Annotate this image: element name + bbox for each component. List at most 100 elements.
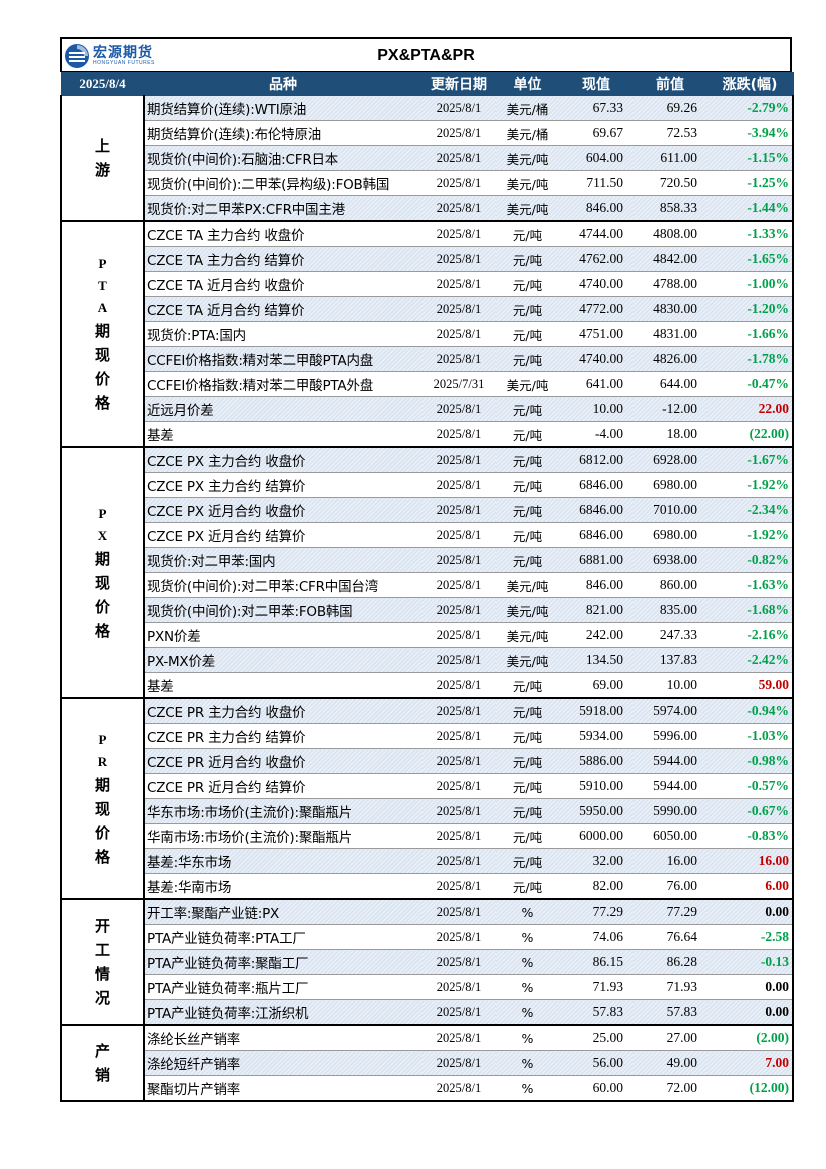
table-row: CZCE PX 近月合约 收盘价 2025/8/1 元/吨 6846.00 7010.0… (61, 497, 794, 523)
row-date: 2025/8/1 (422, 221, 496, 247)
table-row: CZCE PX 主力合约 结算价 2025/8/1 元/吨 6846.00 6980.0… (61, 472, 794, 498)
row-unit: % (496, 974, 559, 1000)
row-previous-value: 644.00 (633, 371, 707, 397)
row-name: CZCE PX 主力合约 收盘价 (144, 447, 422, 473)
row-name: CZCE PX 近月合约 结算价 (144, 522, 422, 548)
row-change: -0.57% (707, 773, 794, 799)
row-date: 2025/8/1 (422, 773, 496, 799)
row-unit: 美元/吨 (496, 622, 559, 648)
section-label-char: X (97, 527, 108, 543)
row-name: 基差 (144, 421, 422, 448)
row-change: -2.16% (707, 622, 794, 648)
table-row: 基差 2025/8/1 元/吨 69.00 10.00 59.00 (61, 672, 794, 699)
table-row: 现货价:PTA:国内 2025/8/1 元/吨 4751.00 4831.00 -1.66… (61, 321, 794, 347)
row-current-value: -4.00 (559, 421, 633, 448)
row-unit: 元/吨 (496, 271, 559, 297)
header-change: 涨跌(幅) (706, 72, 794, 96)
row-name: 开工率:聚酯产业链:PX (144, 899, 422, 925)
row-change: (12.00) (707, 1075, 794, 1102)
row-name: 近远月价差 (144, 396, 422, 422)
row-previous-value: 57.83 (633, 999, 707, 1026)
row-unit: 元/吨 (496, 798, 559, 824)
row-change: (2.00) (707, 1025, 794, 1051)
row-current-value: 57.83 (559, 999, 633, 1026)
row-previous-value: 5944.00 (633, 773, 707, 799)
table-row: P T A 期现价格 CZCE TA 主力合约 收盘价 2025/8/1 元/吨 4744.0… (60, 220, 794, 448)
row-name: CZCE PX 近月合约 收盘价 (144, 497, 422, 523)
section-label-char: 格 (94, 394, 110, 412)
table-row: CZCE PR 近月合约 收盘价 2025/8/1 元/吨 5886.00 5944.0… (61, 748, 794, 774)
section-label-char: 上 (94, 137, 110, 155)
row-current-value: 5910.00 (559, 773, 633, 799)
row-current-value: 4744.00 (559, 221, 633, 247)
row-date: 2025/8/1 (422, 396, 496, 422)
row-previous-value: 4831.00 (633, 321, 707, 347)
row-date: 2025/8/1 (422, 999, 496, 1026)
row-date: 2025/8/1 (422, 572, 496, 598)
report-sheet: 宏源期货 HONGYUAN FUTURES PX&PTA&PR 2025/8/4… (60, 37, 794, 1102)
row-date: 2025/8/1 (422, 1075, 496, 1102)
row-name: CZCE PR 近月合约 收盘价 (144, 748, 422, 774)
row-unit: 元/吨 (496, 773, 559, 799)
header-previous: 前值 (632, 72, 708, 96)
section-label-char: 价 (94, 597, 110, 616)
row-date: 2025/8/1 (422, 522, 496, 548)
row-unit: % (496, 1050, 559, 1076)
data-table: 2025/8/4 品种 更新日期 单位 现值 前值 涨跌(幅) 上游期货结算价(… (60, 72, 794, 1102)
table-row: PTA产业链负荷率:PTA工厂 2025/8/1% 74.06 76.64 -2.58 (61, 924, 794, 950)
row-name: 华南市场:市场价(主流价):聚酯瓶片 (144, 823, 422, 849)
table-row: 现货价(中间价):对二甲苯:FOB韩国 2025/8/1 美元/吨 821.00 835… (61, 597, 794, 623)
row-date: 2025/8/1 (422, 873, 496, 900)
section-label-char: 游 (94, 161, 110, 179)
row-name: PTA产业链负荷率:江浙织机 (144, 999, 422, 1026)
row-current-value: 60.00 (559, 1075, 633, 1102)
row-previous-value: 72.53 (633, 120, 707, 146)
row-previous-value: 86.28 (633, 949, 707, 975)
row-change: -1.92% (707, 522, 794, 548)
row-current-value: 4772.00 (559, 296, 633, 322)
row-unit: % (496, 949, 559, 975)
row-change: -2.58 (707, 924, 794, 950)
table-row: 华东市场:市场价(主流价):聚酯瓶片 2025/8/1 元/吨 5950.00 5990… (61, 798, 794, 824)
table-row: 开工情况开工率:聚酯产业链:PX 2025/8/1% 77.29 77.29 0.00 (60, 898, 794, 1026)
row-unit: 元/吨 (496, 221, 559, 247)
table-row: PTA产业链负荷率:瓶片工厂 2025/8/1% 71.93 71.93 0.00 (61, 974, 794, 1000)
row-unit: 元/吨 (496, 472, 559, 498)
row-change: -0.98% (707, 748, 794, 774)
row-current-value: 641.00 (559, 371, 633, 397)
row-date: 2025/8/1 (422, 170, 496, 196)
row-current-value: 242.00 (559, 622, 633, 648)
row-current-value: 4762.00 (559, 246, 633, 272)
table-row: CZCE TA 主力合约 结算价 2025/8/1 元/吨 4762.00 4842.0… (61, 246, 794, 272)
table-row: 涤纶短纤产销率 2025/8/1% 56.00 49.00 7.00 (61, 1050, 794, 1076)
row-unit: % (496, 924, 559, 950)
row-current-value: 5934.00 (559, 723, 633, 749)
table-row: P R 期现价格 CZCE PR 主力合约 收盘价 2025/8/1 元/吨 5918.00… (60, 697, 794, 900)
row-change: -2.79% (707, 95, 794, 121)
section-label-char: 情 (94, 965, 110, 983)
row-change: -0.94% (707, 698, 794, 724)
section-label-char: 现 (94, 346, 110, 364)
row-date: 2025/8/1 (422, 949, 496, 975)
row-change: 7.00 (707, 1050, 794, 1076)
company-logo: 宏源期货 HONGYUAN FUTURES (64, 42, 155, 70)
row-date: 2025/8/1 (422, 823, 496, 849)
section-label-char: 工 (94, 941, 110, 959)
header-unit: 单位 (495, 72, 560, 96)
row-name: 基差:华东市场 (144, 848, 422, 874)
page-title: PX&PTA&PR (377, 47, 475, 64)
row-unit: 元/吨 (496, 497, 559, 523)
row-current-value: 82.00 (559, 873, 633, 900)
row-previous-value: 6050.00 (633, 823, 707, 849)
table-row: 基差:华南市场 2025/8/1 元/吨 82.00 76.00 6.00 (61, 873, 794, 900)
row-name: CZCE PR 主力合约 结算价 (144, 723, 422, 749)
row-name: 现货价(中间价):对二甲苯:CFR中国台湾 (144, 572, 422, 598)
row-date: 2025/8/1 (422, 597, 496, 623)
table-row: 基差:华东市场 2025/8/1 元/吨 32.00 16.00 16.00 (61, 848, 794, 874)
row-previous-value: 5996.00 (633, 723, 707, 749)
table-row: CZCE TA 近月合约 收盘价 2025/8/1 元/吨 4740.00 4788.0… (61, 271, 794, 297)
row-change: -1.92% (707, 472, 794, 498)
section-label-char: 况 (94, 989, 110, 1007)
row-previous-value: 247.33 (633, 622, 707, 648)
